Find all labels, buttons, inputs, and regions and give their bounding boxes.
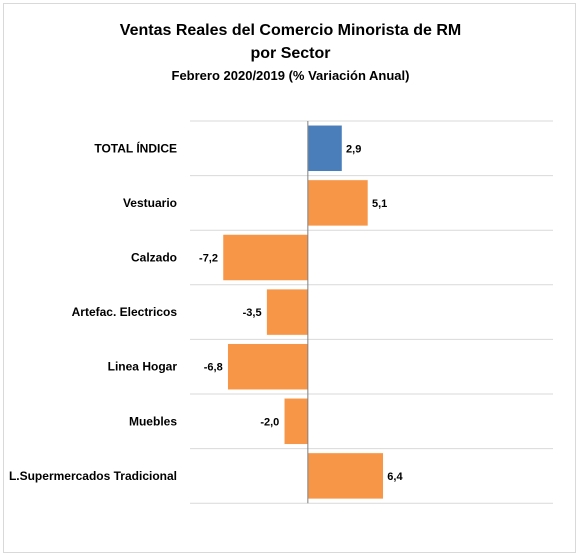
value-label: -6,8 [204, 362, 223, 374]
value-label: -7,2 [199, 253, 218, 265]
value-label: 2,9 [346, 143, 361, 155]
chart-title: Ventas Reales del Comercio Minorista de … [119, 22, 462, 39]
chart-subtitle: Febrero 2020/2019 (% Variación Anual) [171, 68, 410, 83]
chart-title-line2: por Sector [250, 45, 331, 62]
bar [266, 288, 309, 336]
bar [227, 343, 309, 390]
category-label: Calzado [131, 251, 177, 265]
value-label: -3,5 [243, 307, 262, 319]
category-label: Artefac. Electricos [72, 305, 178, 319]
bar [307, 125, 343, 172]
category-label: TOTAL ÍNDICE [94, 140, 177, 155]
bars [222, 125, 384, 500]
value-labels: 2,9 5,1 -7,2 -3,5 -6,8 -2,0 6,4 [199, 143, 403, 483]
bar [284, 398, 309, 445]
value-label: 6,4 [387, 471, 403, 483]
category-labels: TOTAL ÍNDICE Vestuario Calzado Artefac. Ele… [9, 140, 177, 483]
bar [222, 234, 309, 281]
category-label: Muebles [129, 414, 177, 428]
gridlines [190, 120, 553, 504]
value-label: 5,1 [372, 198, 387, 210]
category-label: Vestuario [123, 196, 177, 210]
category-label: Linea Hogar [108, 360, 178, 374]
bar [307, 179, 369, 227]
category-label: L.Supermercados Tradicional [9, 469, 177, 483]
bar [307, 452, 384, 500]
value-label: -2,0 [260, 416, 279, 428]
